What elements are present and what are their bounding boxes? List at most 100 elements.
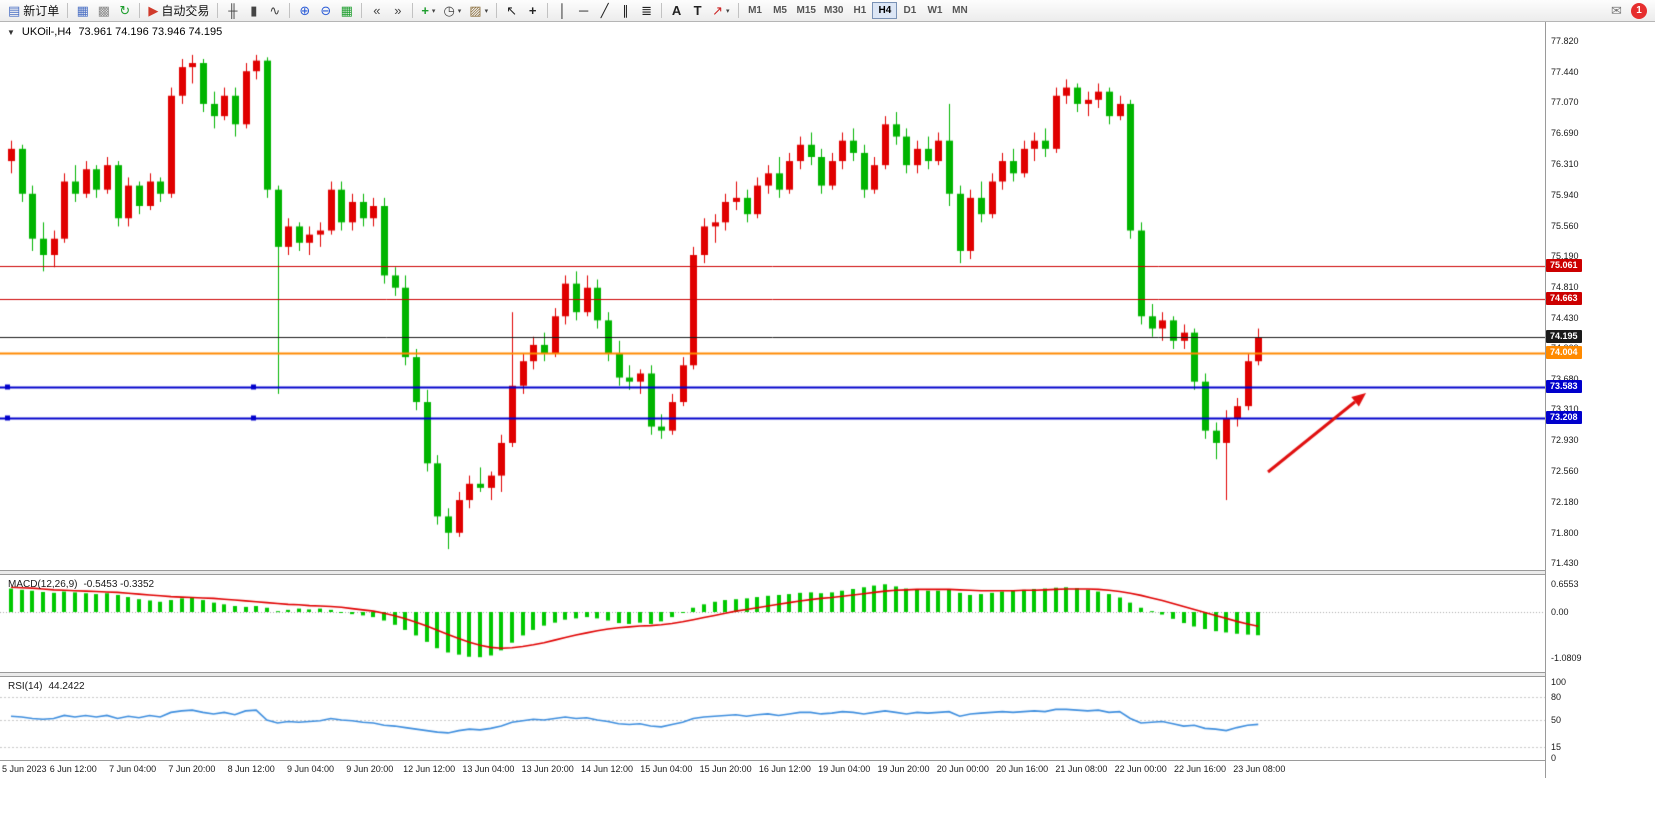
- crosshair-button[interactable]: +: [522, 1, 543, 21]
- price-scale-label: 72.930: [1551, 435, 1579, 446]
- panel-divider[interactable]: [0, 672, 1655, 677]
- time-axis-label: 19 Jun 20:00: [877, 764, 930, 774]
- time-axis-label: 12 Jun 12:00: [403, 764, 456, 774]
- price-scale-label: 76.690: [1551, 128, 1579, 139]
- price-scale-label: 74.430: [1551, 312, 1579, 323]
- templates-button[interactable]: ▨ ▾: [465, 1, 492, 21]
- chart-shift-button[interactable]: »: [387, 1, 408, 21]
- macd-panel: [0, 576, 1545, 672]
- timeframe-h4-button[interactable]: H4: [872, 2, 898, 19]
- cursor-button[interactable]: ↖: [501, 1, 522, 21]
- clock-icon: ◷: [443, 3, 455, 18]
- rsi-scale-label: 80: [1551, 692, 1562, 703]
- timeframe-m30-button[interactable]: M30: [820, 2, 847, 19]
- arrows-button[interactable]: ↗ ▾: [708, 1, 733, 21]
- new-order-button[interactable]: ▤ 新订单: [4, 1, 63, 21]
- refresh-button[interactable]: ↻: [114, 1, 135, 21]
- rsi-canvas[interactable]: [0, 678, 1545, 760]
- price-level-badge: 75.061: [1546, 259, 1582, 273]
- price-chart-canvas[interactable]: [0, 22, 1545, 570]
- price-scale-label: 72.560: [1551, 465, 1579, 476]
- time-axis-label: 21 Jun 08:00: [1055, 764, 1108, 774]
- market-watch-icon: ▦: [76, 3, 89, 18]
- timeframe-h1-button[interactable]: H1: [847, 2, 872, 19]
- line-chart-button[interactable]: ∿: [264, 1, 285, 21]
- toolbar-separator: [289, 3, 291, 18]
- time-axis-label: 5 Jun 2023: [2, 764, 47, 774]
- price-scale-label: 75.190: [1551, 250, 1579, 261]
- text-button[interactable]: A: [666, 1, 687, 21]
- time-axis-label: 19 Jun 04:00: [818, 764, 871, 774]
- auto-trading-button-label: 自动交易: [161, 4, 210, 18]
- time-axis-label: 15 Jun 04:00: [640, 764, 693, 774]
- time-axis-label: 23 Jun 08:00: [1233, 764, 1286, 774]
- navigator-button[interactable]: ▩: [93, 1, 114, 21]
- time-axis-label: 9 Jun 04:00: [286, 764, 335, 774]
- indicators-button[interactable]: + ▾: [417, 1, 439, 21]
- time-axis-label: 16 Jun 12:00: [758, 764, 811, 774]
- dropdown-caret-icon: ▾: [457, 7, 462, 15]
- price-level-badge: 74.195: [1546, 330, 1582, 344]
- time-axis-label: 7 Jun 04:00: [109, 764, 157, 774]
- channel-button[interactable]: ∥: [615, 1, 636, 21]
- zoom-in-button[interactable]: ⊕: [294, 1, 315, 21]
- price-scale-label: 77.070: [1551, 97, 1579, 108]
- text-icon: A: [671, 3, 682, 18]
- price-scale-label: 72.180: [1551, 496, 1579, 507]
- arrow-icon: ↗: [712, 3, 724, 18]
- template-icon: ▨: [469, 3, 482, 18]
- vertical-line-button[interactable]: │: [552, 1, 573, 21]
- notifications-button[interactable]: 1: [1627, 1, 1651, 21]
- horizontal-line-icon: ─: [579, 3, 589, 18]
- messages-button[interactable]: ✉: [1606, 1, 1627, 21]
- price-scale-label: 75.940: [1551, 189, 1579, 200]
- bar-chart-icon: ╫: [228, 3, 238, 18]
- refresh-icon: ↻: [119, 3, 131, 18]
- zoom-out-icon: ⊖: [320, 3, 332, 18]
- price-scale-label: 73.680: [1551, 374, 1579, 384]
- rsi-scale-label: 50: [1551, 715, 1562, 725]
- timeframe-w1-button[interactable]: W1: [922, 2, 947, 19]
- price-level-badge: 74.663: [1546, 291, 1582, 305]
- market-watch-button[interactable]: ▦: [72, 1, 93, 21]
- timeframe-mn-button[interactable]: MN: [947, 2, 972, 19]
- panel-divider[interactable]: [0, 570, 1655, 575]
- time-axis-label: 7 Jun 20:00: [168, 764, 216, 774]
- fibonacci-button[interactable]: ≣: [636, 1, 657, 21]
- time-axis[interactable]: 5 Jun 2023 6 Jun 12:00 7 Jun 04:00 7 Jun 20…: [0, 760, 1545, 778]
- time-axis-label: 22 Jun 00:00: [1114, 764, 1167, 774]
- chart-shift-icon: »: [394, 3, 402, 18]
- toolbar-separator: [67, 3, 69, 18]
- price-scale-label: 77.440: [1551, 67, 1579, 78]
- dropdown-caret-icon: ▾: [484, 7, 489, 15]
- price-scale-label: 71.800: [1551, 527, 1579, 538]
- time-axis-label: 22 Jun 16:00: [1173, 764, 1227, 774]
- trendline-button[interactable]: ╱: [594, 1, 615, 21]
- time-axis-label: 20 Jun 16:00: [996, 764, 1049, 774]
- label-button[interactable]: T: [687, 1, 708, 21]
- tile-windows-button[interactable]: ▦: [336, 1, 357, 21]
- horizontal-line-button[interactable]: ─: [573, 1, 594, 21]
- auto-scroll-button[interactable]: «: [366, 1, 387, 21]
- timeframe-d1-button[interactable]: D1: [897, 2, 922, 19]
- macd-canvas[interactable]: [0, 576, 1545, 672]
- periods-button[interactable]: ◷ ▾: [439, 1, 465, 21]
- auto-trading-button[interactable]: ▶ 自动交易: [144, 1, 213, 21]
- time-axis-label: 15 Jun 20:00: [699, 764, 752, 774]
- timeframe-m15-button[interactable]: M15: [793, 2, 820, 19]
- candlestick-icon: ▮: [250, 3, 258, 18]
- zoom-out-button[interactable]: ⊖: [315, 1, 336, 21]
- candlestick-button[interactable]: ▮: [243, 1, 264, 21]
- trendline-icon: ╱: [600, 3, 609, 18]
- time-axis-label: 20 Jun 00:00: [936, 764, 989, 774]
- timeframe-m1-button[interactable]: M1: [743, 2, 768, 19]
- toolbar-separator: [361, 3, 363, 18]
- price-scale[interactable]: [1545, 22, 1655, 778]
- timeframe-m5-button[interactable]: M5: [768, 2, 793, 19]
- macd-scale-label: -1.0809: [1551, 653, 1582, 664]
- toolbar-separator: [412, 3, 414, 18]
- time-axis-label: 13 Jun 20:00: [521, 764, 574, 774]
- bar-chart-button[interactable]: ╫: [222, 1, 243, 21]
- label-icon: T: [693, 3, 702, 18]
- mail-icon: ✉: [1611, 3, 1622, 18]
